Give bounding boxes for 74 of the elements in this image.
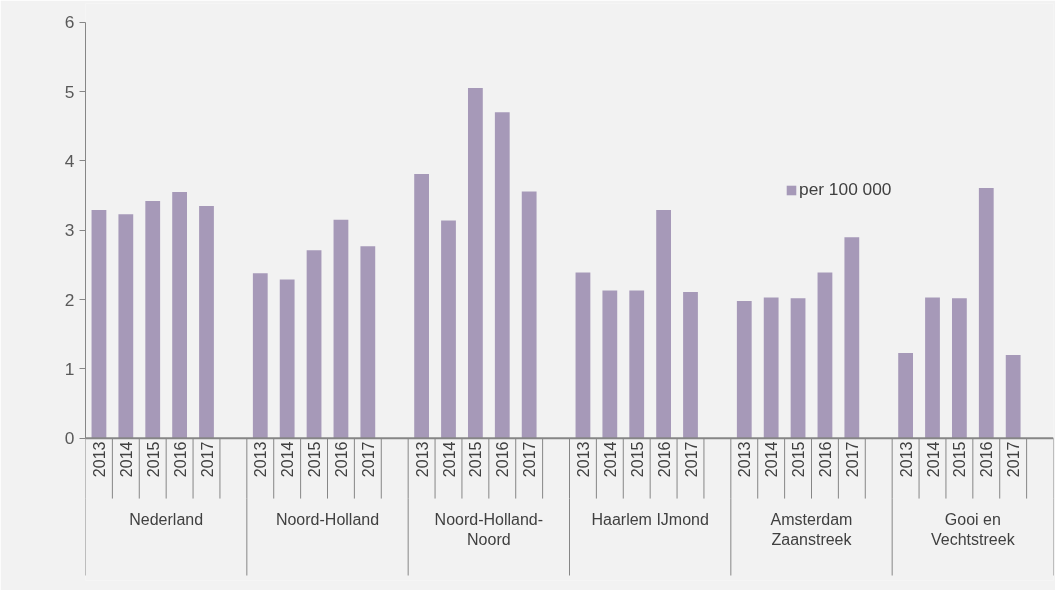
bar [763, 297, 779, 439]
y-tick-label: 1 [64, 358, 75, 379]
x-tick-label: 2014 [440, 441, 458, 478]
bar [736, 300, 752, 439]
bar [467, 88, 483, 439]
x-tick-label: 2015 [144, 441, 162, 478]
bar [925, 297, 940, 439]
x-tick-label: 2013 [413, 441, 431, 478]
bar [252, 273, 268, 439]
bar [602, 290, 618, 439]
x-tick-label: 2015 [467, 441, 485, 478]
legend-label: per 100 000 [799, 179, 892, 200]
x-tick-label: 2016 [171, 441, 189, 478]
bar [817, 272, 833, 439]
x-tick-label: 2014 [279, 441, 297, 478]
x-tick-label: 2015 [790, 441, 808, 478]
text: Noord-Holland [275, 511, 380, 529]
x-tick-label: 2013 [90, 441, 108, 478]
x-tick-label: 2015 [951, 441, 969, 478]
x-tick-label: 2017 [843, 441, 861, 478]
bar [360, 246, 376, 439]
bar [898, 352, 914, 439]
x-tick-label: 2016 [978, 441, 996, 478]
bar [521, 191, 537, 439]
x-tick-label: 2014 [763, 441, 781, 478]
text: Nederland [129, 511, 204, 529]
x-tick-label: 2015 [628, 441, 646, 478]
x-tick-label: 2017 [359, 441, 377, 478]
bar [441, 220, 456, 439]
text: Amsterdam Zaanstreek [770, 511, 853, 548]
x-tick-label: 2016 [332, 441, 350, 478]
y-tick-label: 2 [64, 289, 75, 310]
bar [1005, 355, 1021, 439]
x-tick-label: 2014 [924, 441, 942, 478]
text: Noord-Holland- Noord [434, 511, 544, 548]
bar [91, 210, 107, 439]
x-tick-label: 2015 [306, 441, 324, 478]
bar [978, 187, 994, 439]
bar [145, 201, 161, 439]
x-tick-label: 2013 [574, 441, 592, 478]
x-tick-label: 2016 [655, 441, 673, 478]
text: Gooi en Vechtstreek [931, 511, 1016, 548]
y-tick-label: 3 [64, 220, 75, 241]
x-tick-label: 2013 [897, 441, 915, 478]
bar [333, 219, 349, 439]
x-tick-label: 2016 [816, 441, 834, 478]
y-tick-label: 0 [64, 428, 75, 449]
x-tick-label: 2013 [736, 441, 754, 478]
x-tick-label: 2016 [494, 441, 512, 478]
y-tick-label: 6 [64, 12, 75, 33]
y-tick-label: 4 [64, 150, 75, 171]
bar [951, 298, 967, 439]
bar [494, 112, 510, 439]
bar [629, 290, 645, 439]
bar [199, 205, 214, 439]
x-tick-label: 2017 [198, 441, 216, 478]
bar [306, 250, 322, 439]
bar [118, 214, 134, 439]
x-tick-label: 2017 [521, 441, 539, 478]
bar [656, 210, 672, 439]
x-tick-label: 2013 [252, 441, 270, 478]
bar [575, 272, 591, 439]
bar [790, 298, 806, 439]
bar [683, 291, 698, 439]
x-tick-label: 2014 [117, 441, 135, 478]
x-tick-label: 2017 [1005, 441, 1023, 478]
bar [414, 174, 430, 439]
bar [844, 237, 860, 439]
x-tick-label: 2017 [682, 441, 700, 478]
y-tick-label: 5 [64, 81, 75, 102]
bar [172, 192, 188, 439]
bar [279, 279, 295, 439]
text: Haarlem IJmond [591, 511, 709, 529]
x-tick-label: 2014 [601, 441, 619, 478]
